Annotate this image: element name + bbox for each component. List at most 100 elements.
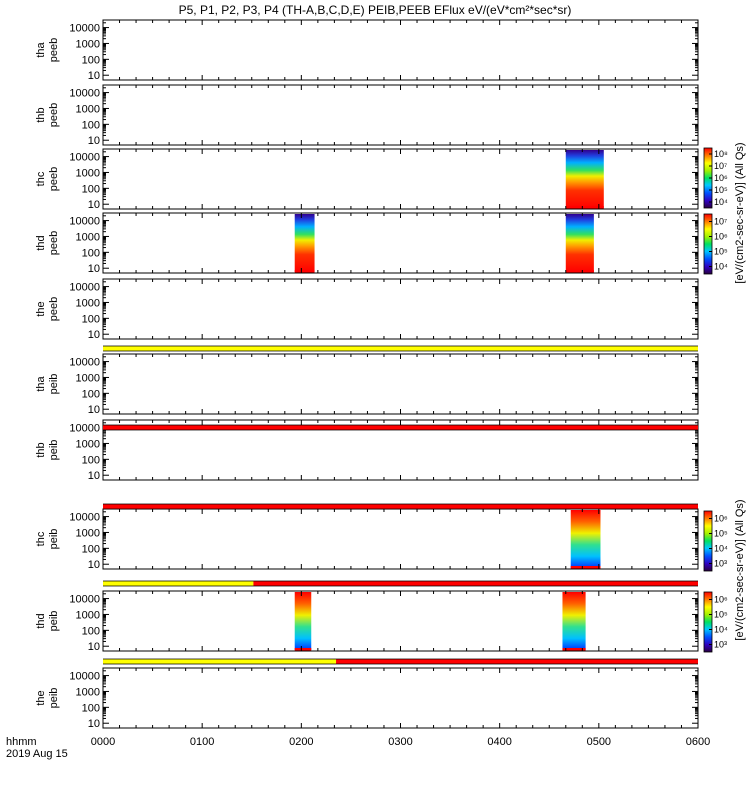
panel-product-label: peib (48, 374, 60, 395)
panel-product-label: peib (48, 529, 60, 550)
panel-product-label: peeb (48, 38, 60, 62)
panel-probe-label: thb (35, 442, 47, 457)
panel-the-peib: 10 100 1000 10000 the peib (35, 667, 699, 730)
x-tick-label: 0100 (190, 736, 214, 748)
panel-thc-peib: 10 100 1000 10000 thc peib (35, 508, 699, 571)
time-axis-label-line2: 2019 Aug 15 (6, 748, 68, 760)
panel-frame (102, 353, 699, 415)
status-segment (103, 346, 698, 351)
y-tick-label: 100 (82, 388, 100, 400)
time-axis-label-line1: hhmm (6, 736, 37, 748)
status-segment (336, 659, 698, 664)
y-tick-label: 10 (88, 135, 100, 147)
y-tick-label: 100 (82, 702, 100, 714)
colorbar-tick-label: 10⁶ (714, 595, 728, 605)
spectrogram-block-base (562, 648, 586, 651)
y-tick-label: 10000 (69, 594, 100, 606)
panel-tha-peeb: 10 100 1000 10000 tha peeb (35, 19, 699, 82)
y-tick-label: 10000 (69, 423, 100, 435)
status-bar (103, 424, 698, 431)
y-tick-label: 10000 (69, 216, 100, 228)
x-tick-label: 0500 (587, 736, 611, 748)
status-segment (103, 425, 698, 430)
panel-frame (102, 148, 699, 210)
x-tick-label: 0300 (388, 736, 412, 748)
y-tick-label: 10000 (69, 512, 100, 524)
colorbar-tick-label: 10³ (714, 640, 727, 650)
y-tick-label: 10 (88, 329, 100, 341)
y-tick-label: 100 (82, 454, 100, 466)
colorbar: 10³ 10⁴ 10⁵ 10⁶ (703, 591, 728, 653)
panel-product-label: peeb (48, 231, 60, 255)
colorbar-tick-label: 10⁵ (714, 247, 728, 257)
colorbar-tick-label: 10⁶ (714, 173, 728, 183)
y-tick-label: 10 (88, 263, 100, 275)
x-tick-label: 0400 (487, 736, 511, 748)
colorbar-tick-label: 10³ (714, 559, 727, 569)
panel-product-label: peeb (48, 297, 60, 321)
colorbar-tick-label: 10⁵ (714, 185, 728, 195)
panel-probe-label: tha (35, 41, 47, 57)
spectrogram-block-base (565, 270, 594, 273)
spectrogram-block-base (570, 566, 601, 569)
y-tick-label: 100 (82, 543, 100, 555)
panel-frame (102, 212, 699, 274)
y-tick-label: 10 (88, 199, 100, 211)
panel-probe-label: thd (35, 613, 47, 628)
y-tick-label: 1000 (76, 167, 100, 179)
panel-probe-label: thc (35, 531, 47, 546)
y-tick-label: 1000 (76, 372, 100, 384)
panel-probe-label: thd (35, 235, 47, 250)
y-tick-label: 1000 (76, 527, 100, 539)
panel-frame (102, 278, 699, 340)
y-tick-label: 10000 (69, 152, 100, 164)
x-tick-label: 0200 (289, 736, 313, 748)
colorbar-tick-label: 10⁴ (714, 262, 728, 272)
panel-thb-peib: 10 100 1000 10000 thb peib (35, 419, 699, 482)
panel-product-label: peeb (48, 167, 60, 191)
y-tick-label: 100 (82, 313, 100, 325)
spectrogram-block-base (294, 648, 312, 651)
spectrogram-block-base (565, 206, 604, 209)
panel-probe-label: thb (35, 107, 47, 122)
panel-the-peeb: 10 100 1000 10000 the peeb (35, 278, 699, 341)
panel-probe-label: tha (35, 375, 47, 391)
colorbar-tick-label: 10⁷ (714, 217, 727, 227)
colorbar-scale (703, 591, 713, 653)
panel-probe-label: the (35, 690, 47, 705)
y-tick-label: 10 (88, 70, 100, 82)
y-tick-label: 100 (82, 247, 100, 259)
colorbar-tick-label: 10⁴ (714, 625, 728, 635)
spectrogram-block (294, 214, 315, 272)
status-bars (103, 345, 698, 665)
panel-frame (102, 667, 699, 729)
colorbar-tick-label: 10⁵ (714, 610, 728, 620)
y-tick-label: 1000 (76, 438, 100, 450)
colorbar-tick-label: 10⁶ (714, 514, 728, 524)
spectrogram-block (565, 150, 604, 208)
spectrogram-block (562, 592, 586, 650)
spectrogram-block (570, 510, 601, 568)
colorbar-tick-label: 10⁸ (714, 149, 728, 159)
y-tick-label: 10 (88, 559, 100, 571)
status-segment (103, 581, 254, 586)
y-tick-label: 10000 (69, 23, 100, 35)
colorbar-label: [eV/(cm2-sec-sr-eV)] (All Qs) (734, 142, 746, 283)
y-tick-label: 10 (88, 641, 100, 653)
colorbar-scale (703, 510, 713, 572)
panel-frame (102, 19, 699, 81)
panel-thd-peib: 10 100 1000 10000 thd peib (35, 590, 699, 653)
colorbar-tick-label: 10⁴ (714, 197, 728, 207)
status-segment (103, 659, 337, 664)
status-bar (103, 503, 698, 510)
status-segment (103, 504, 698, 509)
panel-product-label: peib (48, 440, 60, 461)
panel-thd-peeb: 10 100 1000 10000 thd peeb (35, 212, 699, 275)
y-tick-label: 1000 (76, 297, 100, 309)
colorbar-tick-label: 10⁶ (714, 232, 728, 242)
y-tick-label: 10000 (69, 671, 100, 683)
colorbar-tick-label: 10⁴ (714, 544, 728, 554)
y-tick-label: 100 (82, 119, 100, 131)
